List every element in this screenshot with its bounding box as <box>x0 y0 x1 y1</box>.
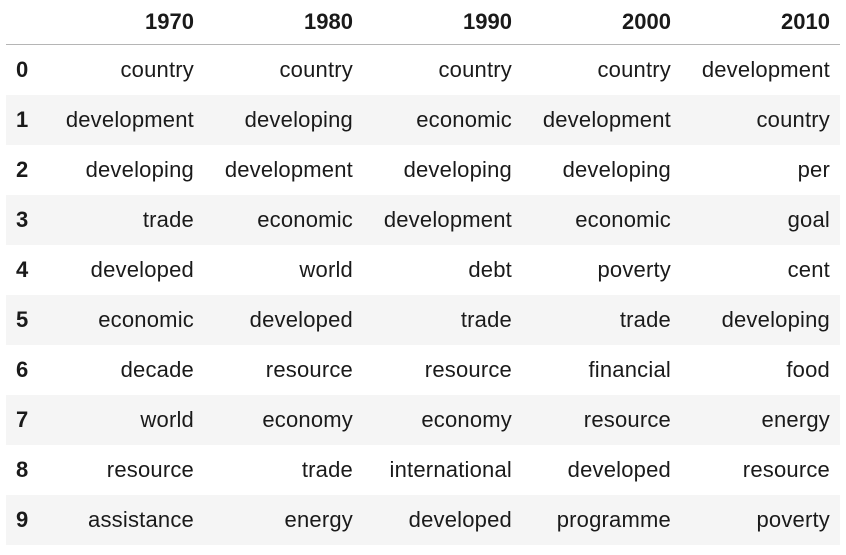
table-row: 2 developing development developing developi… <box>6 144 840 195</box>
table-cell-2000: programme <box>556 506 671 532</box>
table-cell-2010: developing <box>721 306 830 332</box>
table-cell-2000: developed <box>567 456 671 482</box>
table-cell-2000: country <box>597 56 671 82</box>
row-index: 8 <box>16 456 29 482</box>
table-cell-1990: economy <box>421 406 512 432</box>
table-cell-2010: goal <box>787 206 830 232</box>
row-index: 1 <box>16 106 29 132</box>
column-header-1970: 1970 <box>46 0 204 45</box>
table-cell-2010: development <box>701 56 830 82</box>
table-cell-1980: developing <box>244 106 353 132</box>
table-cell-1980: resource <box>265 356 353 382</box>
table-row: 7 world economy economy resource energy <box>6 394 840 445</box>
table-cell-2010: poverty <box>756 506 830 532</box>
table-cell-2000: trade <box>619 306 671 332</box>
table-cell-1970: assistance <box>88 506 194 532</box>
dataframe-table: 1970 1980 1990 2000 2010 0 country country… <box>6 0 840 545</box>
table-row: 4 developed world debt poverty cent <box>6 244 840 295</box>
table-cell-1980: energy <box>284 506 353 532</box>
table-cell-1980: developed <box>249 306 353 332</box>
table-cell-1970: developing <box>85 156 194 182</box>
row-index: 0 <box>16 56 29 82</box>
table-cell-2010: food <box>786 356 830 382</box>
row-index: 7 <box>16 406 29 432</box>
table-cell-1970: decade <box>120 356 194 382</box>
row-index: 6 <box>16 356 29 382</box>
table-cell-1980: development <box>224 156 353 182</box>
header-row: 1970 1980 1990 2000 2010 <box>6 0 840 45</box>
table-cell-1990: development <box>383 206 512 232</box>
table-cell-2000: resource <box>583 406 671 432</box>
table-body: 0 country country country country development… <box>6 44 840 545</box>
table-row: 0 country country country country development <box>6 44 840 95</box>
column-header-2010: 2010 <box>681 0 840 45</box>
table-cell-2000: economic <box>575 206 671 232</box>
table-row: 9 assistance energy developed programme pover… <box>6 494 840 545</box>
table-row: 1 development developing economic developmen… <box>6 94 840 145</box>
table-cell-1980: economy <box>262 406 353 432</box>
table-cell-1970: trade <box>142 206 194 232</box>
table-cell-1970: resource <box>106 456 194 482</box>
column-header-1990: 1990 <box>363 0 522 45</box>
table-cell-1980: country <box>279 56 353 82</box>
table-cell-1990: resource <box>424 356 512 382</box>
table-cell-2000: developing <box>562 156 671 182</box>
table-cell-1990: international <box>389 456 512 482</box>
table-cell-1970: country <box>120 56 194 82</box>
table-cell-1970: development <box>65 106 194 132</box>
table-header: 1970 1980 1990 2000 2010 <box>6 0 840 45</box>
row-index: 9 <box>16 506 29 532</box>
table-row: 5 economic developed trade trade developing <box>6 294 840 345</box>
table-row: 3 trade economic development economic goal <box>6 194 840 245</box>
table-cell-2010: country <box>756 106 830 132</box>
table-cell-2010: per <box>797 156 830 182</box>
table-cell-1980: trade <box>301 456 353 482</box>
table-cell-1980: world <box>299 256 353 282</box>
table-cell-1990: developed <box>408 506 512 532</box>
table-cell-1980: economic <box>257 206 353 232</box>
table-cell-1990: economic <box>416 106 512 132</box>
table-cell-2000: poverty <box>597 256 671 282</box>
table-cell-1990: country <box>438 56 512 82</box>
row-index: 2 <box>16 156 29 182</box>
table-cell-1990: trade <box>460 306 512 332</box>
table-cell-1970: economic <box>98 306 194 332</box>
row-index: 5 <box>16 306 29 332</box>
column-header-2000: 2000 <box>522 0 681 45</box>
table-cell-1990: debt <box>468 256 512 282</box>
table-cell-2010: energy <box>761 406 830 432</box>
table-row: 8 resource trade international developed reso… <box>6 444 840 495</box>
column-header-1980: 1980 <box>204 0 363 45</box>
table-cell-2000: financial <box>588 356 671 382</box>
table-cell-1990: developing <box>403 156 512 182</box>
table-cell-2010: cent <box>787 256 830 282</box>
row-index: 3 <box>16 206 29 232</box>
table-row: 6 decade resource resource financial food <box>6 344 840 395</box>
table-cell-2000: development <box>542 106 671 132</box>
table-cell-1970: world <box>140 406 194 432</box>
index-column-header <box>6 0 46 45</box>
table-cell-2010: resource <box>742 456 830 482</box>
table-cell-1970: developed <box>90 256 194 282</box>
row-index: 4 <box>16 256 29 282</box>
